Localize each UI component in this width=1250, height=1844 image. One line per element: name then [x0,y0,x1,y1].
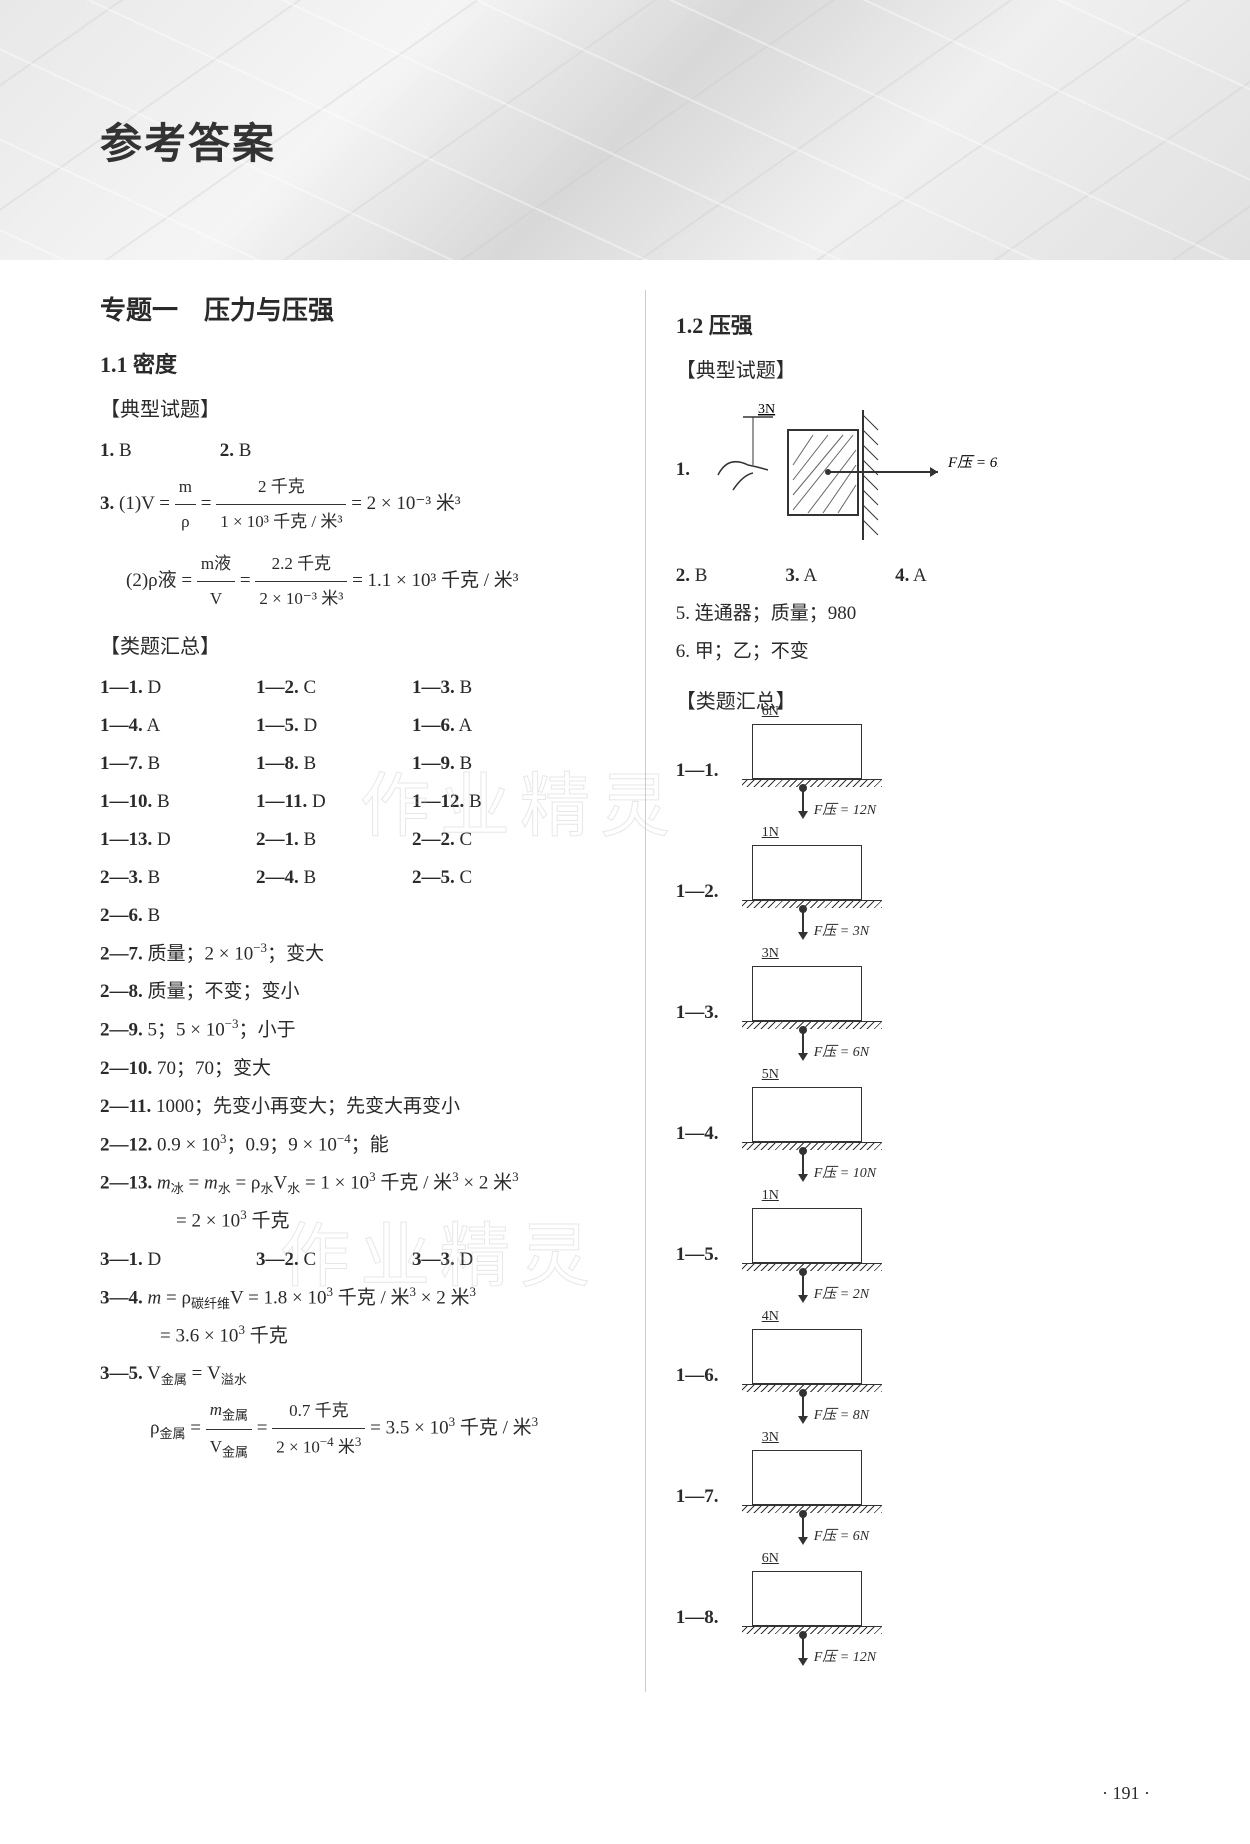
summary-item: 2—2. C [412,821,540,859]
q3-line1: 3. (1)V = mρ = 2 千克1 × 10³ 千克 / 米³ = 2 ×… [100,470,615,539]
summary-heading-right: 【类题汇总】 [676,685,1170,714]
q3-2-lhs: ρ液 = [148,570,192,591]
q3-line2: (2)ρ液 = m液V = 2.2 千克2 × 10⁻³ 米³ = 1.1 × … [100,547,615,616]
line-2-12: 2—12. 0.9 × 103；0.9；9 × 10−4；能 [100,1126,615,1164]
force-label: F压 = 6N [947,455,998,471]
q3-2-frac2: 2.2 千克2 × 10⁻³ 米³ [255,547,347,616]
line-2-13b: = 2 × 103 千克 [100,1202,615,1240]
line-2-9: 2—9. 5；5 × 10−3；小于 [100,1011,615,1049]
q3-2-prefix: (2) [126,570,148,591]
q1-num: 1. [100,440,114,461]
q3-2-frac1: m液V [197,547,235,616]
line-3-4a: 3—4. m = ρ碳纤维V = 1.8 × 103 千克 / 米3 × 2 米… [100,1279,615,1317]
line-3-5b: ρ金属 = m金属V金属 = 0.7 千克2 × 10−4 米3 = 3.5 ×… [100,1393,615,1465]
q3-1-prefix: (1) [119,493,141,514]
line-q5: 5. 连通器；质量；980 [676,595,1170,633]
force-diagram-cell: 1—7. 3N F压 = 6N [676,1450,926,1543]
content-area: 专题一 压力与压强 1.1 密度 【典型试题】 1. B 2. B 3. (1)… [0,260,1250,1712]
summary-item: 1—10. B [100,783,228,821]
summary-item: 1—13. D [100,821,228,859]
line-3-4b: = 3.6 × 103 千克 [100,1317,615,1355]
summary-item: 1—2. C [256,669,384,707]
force-diagram-cell: 1—8. 6N F压 = 12N [676,1571,926,1664]
force-diagram-cell: 1—3. 3N F压 = 6N [676,966,926,1059]
summary-item: 1—1. D [100,669,228,707]
left-column: 专题一 压力与压强 1.1 密度 【典型试题】 1. B 2. B 3. (1)… [100,290,645,1692]
summary-item: 2—3. B [100,859,228,897]
summary-grid: 1—1. D 1—2. C 1—3. B 1—4. A 1—5. D 1—6. A 1—7.… [100,669,615,935]
line-2-13a: 2—13. m冰 = m水 = ρ水V水 = 1 × 103 千克 / 米3 ×… [100,1164,615,1202]
summary-item: 1—12. B [412,783,540,821]
topic-heading: 专题一 压力与压强 [100,290,615,327]
section-1-1-title: 1.1 密度 [100,347,615,379]
q2-ans: B [239,440,252,461]
summary-item: 1—5. D [256,707,384,745]
summary-item: 1—7. B [100,745,228,783]
force-diagram-cell: 1—2. 1N F压 = 3N [676,845,926,938]
diagram-grid: 1—1. 6N F压 = 12N 1—2. 1N F压 = 3N [676,724,1170,1692]
summary-item: 1—8. B [256,745,384,783]
summary-item: 2—4. B [256,859,384,897]
summary-heading-left: 【类题汇总】 [100,630,615,659]
q3-1-lhs: V = [141,493,170,514]
line-2-10: 2—10. 70；70；变大 [100,1050,615,1088]
pull-label: 3N [758,402,775,417]
q1-ans: B [119,440,132,461]
line-2-8: 2—8. 质量；不变；变小 [100,973,615,1011]
typical-heading-right: 【典型试题】 [676,354,1170,383]
q3-2-result: = 1.1 × 10³ 千克 / 米³ [352,570,518,591]
q1-label: 1. [676,459,690,481]
force-diagram-cell: 1—1. 6N F压 = 12N [676,724,926,817]
right-answers-row: 2. B 3. A 4. A [676,557,1170,595]
typical-heading: 【典型试题】 [100,393,615,422]
summary-item: 1—3. B [412,669,540,707]
force-diagram-cell: 1—6. 4N F压 = 8N [676,1329,926,1422]
page-title: 参考答案 [100,110,276,171]
q3-prefix: 3. [100,493,114,514]
summary-item: 1—4. A [100,707,228,745]
row3-item: 3—1. D [100,1241,228,1279]
q3-frac2: 2 千克1 × 10³ 千克 / 米³ [216,470,346,539]
row3-item: 3—3. D [412,1241,540,1279]
section-1-2-title: 1.2 压强 [676,308,1170,340]
summary-item: 2—6. B [100,897,228,935]
row-3: 3—1. D 3—2. C 3—3. D [100,1241,615,1279]
line-q6: 6. 甲；乙；不变 [676,633,1170,671]
answer-row-1: 1. B 2. B [100,432,615,470]
diagram-1: 1. 3N [676,395,1170,545]
summary-item: 2—5. C [412,859,540,897]
summary-item: 1—9. B [412,745,540,783]
line-2-7: 2—7. 2—7. 质量；2 × 10⁻³；变大质量；2 × 10−3；变大 [100,935,615,973]
page-number: · 191 · [1102,1783,1150,1804]
pressure-diagram-1: 3N [698,395,998,545]
row3-item: 3—2. C [256,1241,384,1279]
line-3-5a: 3—5. V金属 = V溢水 [100,1355,615,1393]
q3-frac1: mρ [175,470,196,539]
force-diagram-cell: 1—4. 5N F压 = 10N [676,1087,926,1180]
summary-item: 1—11. D [256,783,384,821]
line-2-11: 2—11. 1000；先变小再变大；先变大再变小 [100,1088,615,1126]
q3-1-result: = 2 × 10⁻³ 米³ [351,493,460,514]
summary-item: 2—1. B [256,821,384,859]
force-diagram-cell: 1—5. 1N F压 = 2N [676,1208,926,1301]
right-column: 1.2 压强 【典型试题】 1. 3N [645,290,1170,1692]
summary-item: 1—6. A [412,707,540,745]
q2-num: 2. [220,440,234,461]
